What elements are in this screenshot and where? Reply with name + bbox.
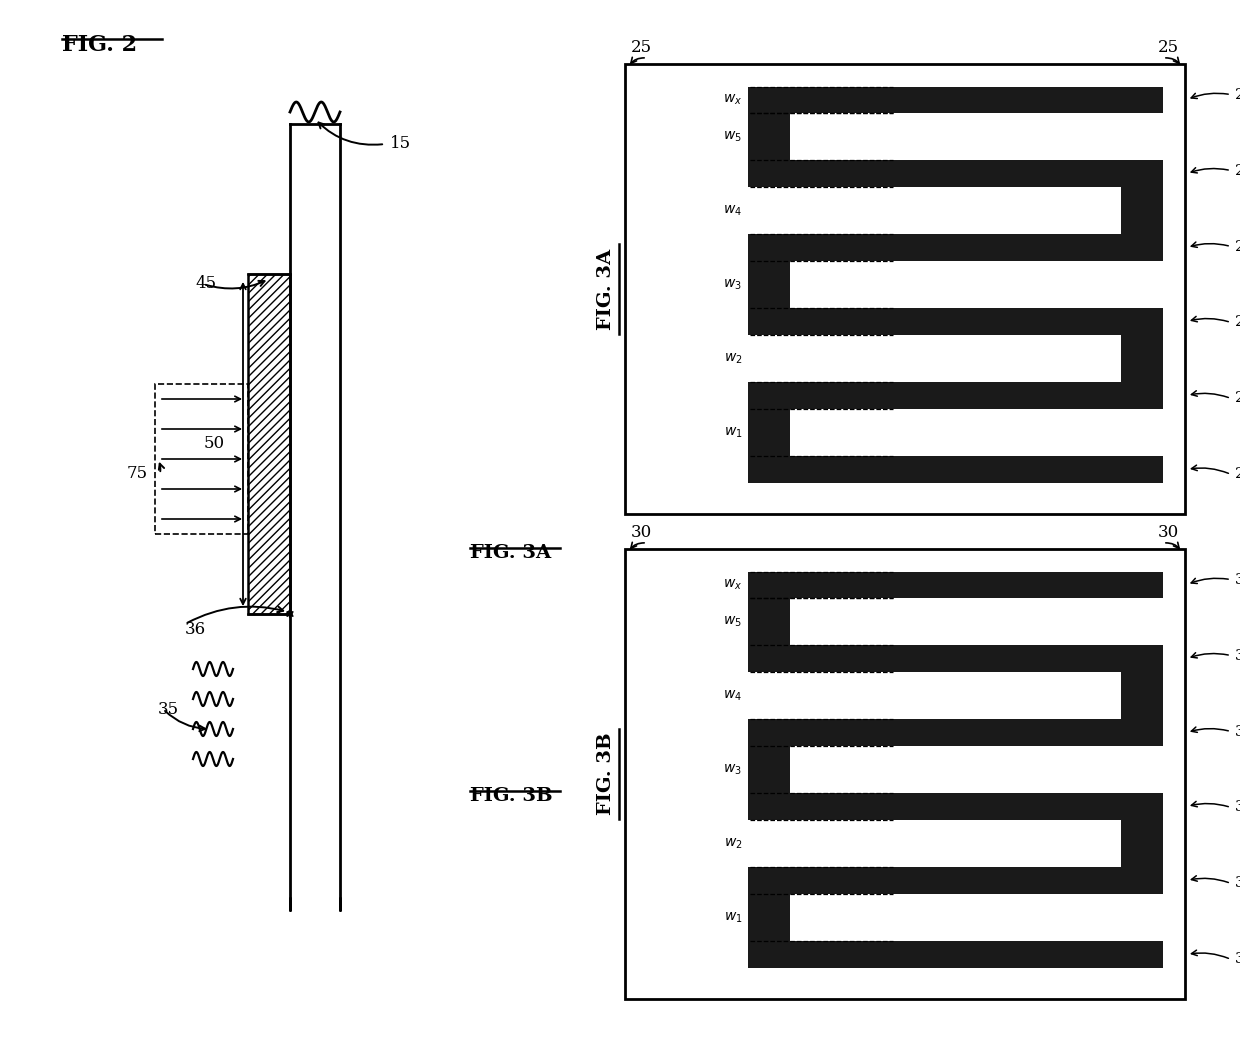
Bar (748, 235, 1163, 261)
Text: 36: 36 (1235, 648, 1240, 663)
Bar (748, 261, 790, 308)
Text: 36: 36 (1235, 952, 1240, 967)
Bar (625, 549, 1185, 999)
Bar (748, 408, 790, 456)
Bar (155, 384, 248, 533)
Bar (1121, 187, 1163, 235)
Bar (748, 571, 1163, 598)
Bar (748, 598, 790, 645)
Bar (748, 113, 790, 161)
Text: 30: 30 (1158, 524, 1179, 541)
Text: 45: 45 (195, 276, 216, 292)
Text: 35: 35 (157, 701, 179, 717)
Bar (748, 187, 1163, 235)
Text: 30: 30 (631, 524, 652, 541)
Text: 36: 36 (1235, 876, 1240, 891)
Text: 75: 75 (126, 466, 148, 482)
Text: 36: 36 (1235, 725, 1240, 738)
Bar (748, 456, 1163, 482)
Bar (748, 793, 1163, 820)
Bar (748, 308, 1163, 334)
Bar (625, 64, 1185, 514)
Text: FIG. 2: FIG. 2 (62, 34, 138, 56)
Text: 50: 50 (203, 435, 224, 452)
Text: $w_x$: $w_x$ (723, 577, 743, 592)
Bar (1121, 334, 1163, 382)
Text: $w_1$: $w_1$ (724, 425, 743, 440)
Bar (1121, 820, 1163, 868)
Text: $w_4$: $w_4$ (723, 204, 743, 218)
Text: $w_3$: $w_3$ (723, 278, 743, 291)
Text: 26: 26 (1235, 468, 1240, 481)
Bar (748, 671, 1163, 719)
Text: $w_4$: $w_4$ (723, 688, 743, 703)
Bar (748, 745, 1163, 793)
Bar (748, 745, 790, 793)
Bar (748, 161, 1163, 187)
Bar (748, 261, 1163, 308)
Text: FIG. 3A: FIG. 3A (470, 544, 551, 562)
Text: $w_2$: $w_2$ (724, 836, 743, 851)
Text: 36: 36 (1235, 572, 1240, 587)
Bar (748, 820, 1163, 868)
Bar (748, 334, 1163, 382)
Bar (748, 598, 1163, 645)
Bar (1121, 671, 1163, 719)
Bar (748, 894, 1163, 942)
Text: 15: 15 (391, 136, 412, 152)
Text: $w_x$: $w_x$ (723, 93, 743, 106)
Text: 26: 26 (1235, 392, 1240, 405)
Bar (748, 408, 1163, 456)
Text: 25: 25 (1158, 39, 1179, 56)
Text: FIG. 3A: FIG. 3A (596, 248, 615, 330)
Text: $w_3$: $w_3$ (723, 762, 743, 777)
Text: $w_5$: $w_5$ (723, 615, 743, 628)
Text: 26: 26 (1235, 164, 1240, 177)
Bar (748, 645, 1163, 671)
Text: 36: 36 (185, 620, 206, 638)
Bar (748, 942, 1163, 968)
Text: $w_2$: $w_2$ (724, 351, 743, 365)
Text: 26: 26 (1235, 315, 1240, 330)
Text: FIG. 3B: FIG. 3B (596, 733, 615, 815)
Bar (748, 894, 790, 942)
Bar (748, 868, 1163, 894)
Text: 36: 36 (1235, 801, 1240, 814)
Text: $w_5$: $w_5$ (723, 129, 743, 144)
Bar (748, 382, 1163, 408)
Text: 25: 25 (631, 39, 652, 56)
Bar (748, 113, 1163, 161)
Text: FIG. 3B: FIG. 3B (470, 787, 553, 805)
Bar (748, 87, 1163, 113)
Bar (748, 719, 1163, 745)
Text: 26: 26 (1235, 239, 1240, 254)
Text: $w_1$: $w_1$ (724, 910, 743, 925)
Text: 26: 26 (1235, 88, 1240, 101)
Bar (248, 274, 290, 614)
